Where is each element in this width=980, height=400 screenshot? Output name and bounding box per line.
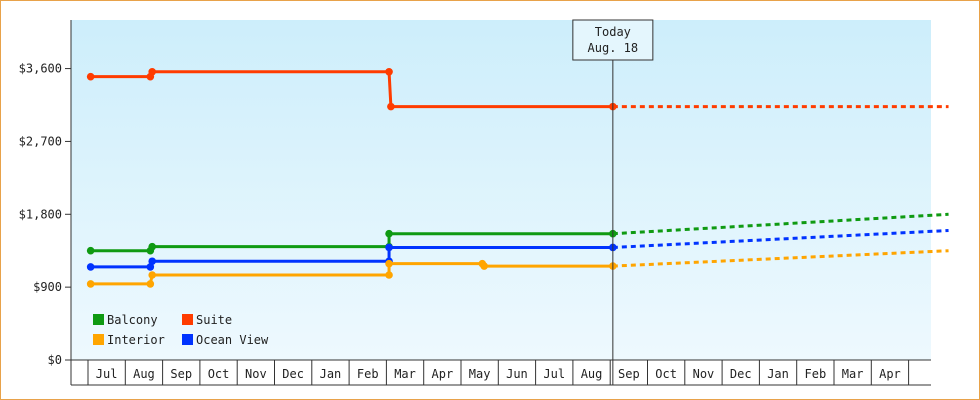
month-label: Apr [879,367,901,381]
legend-swatch-suite [182,314,193,325]
data-point-balcony [385,229,393,238]
month-label: Dec [730,367,752,381]
month-label: Mar [842,367,864,381]
month-label: Nov [245,367,267,381]
month-label: Aug [581,367,603,381]
data-point-interior [480,262,488,270]
data-point-interior [146,280,155,288]
legend-label-ocean-view: Ocean View [196,333,269,347]
plot-background [71,20,931,360]
month-label: Jun [506,367,528,381]
data-point-ocean-view [148,257,156,266]
data-point-suite [385,68,393,76]
month-label: Nov [693,367,715,381]
month-label: Jan [320,367,342,381]
today-label: Today [595,25,631,39]
series-interior [86,249,949,288]
month-label: Sep [170,367,192,381]
month-label: Oct [655,367,677,381]
legend-label-suite: Suite [196,313,232,327]
series-line-balcony [90,232,613,253]
data-point-suite [86,72,95,81]
month-label: Apr [432,367,454,381]
data-point-balcony [148,242,156,251]
y-tick-label: $0 [48,353,62,367]
month-label: May [469,367,491,381]
month-label: Jul [543,367,565,381]
legend-swatch-interior [93,334,104,345]
y-tick-label: $1,800 [19,207,62,221]
data-point-ocean-view [385,243,393,252]
month-label: Mar [394,367,416,381]
legend-swatch-ocean-view [182,334,193,345]
today-box [572,19,654,61]
legend-label-balcony: Balcony [107,313,158,327]
series-line-ocean-view [90,245,613,269]
data-point-interior [385,271,393,279]
month-label: Jan [767,367,789,381]
data-point-suite [387,102,395,111]
data-point-suite [148,68,156,76]
data-point-balcony [86,246,95,255]
today-date: Aug. 18 [588,41,639,55]
month-label: Sep [618,367,640,381]
y-tick-label: $3,600 [19,62,62,76]
legend-label-interior: Interior [107,333,165,347]
data-point-interior [86,280,95,288]
data-point-interior [385,259,393,268]
data-point-ocean-view [86,263,95,271]
y-tick-label: $900 [33,280,62,294]
month-label: Aug [133,367,155,381]
legend-swatch-balcony [93,314,104,325]
forecast-line-ocean-view [612,228,949,249]
month-label: Feb [357,367,379,381]
forecast-line-balcony [612,212,949,236]
data-point-interior [148,271,156,279]
month-label: Oct [208,367,230,381]
month-label: Dec [282,367,304,381]
month-label: Feb [805,367,827,381]
y-tick-label: $2,700 [19,134,62,148]
series-ocean-view [86,228,949,271]
month-label: Jul [96,367,118,381]
series-suite [86,68,949,111]
forecast-line-interior [612,249,949,268]
series-line-suite [90,70,613,109]
